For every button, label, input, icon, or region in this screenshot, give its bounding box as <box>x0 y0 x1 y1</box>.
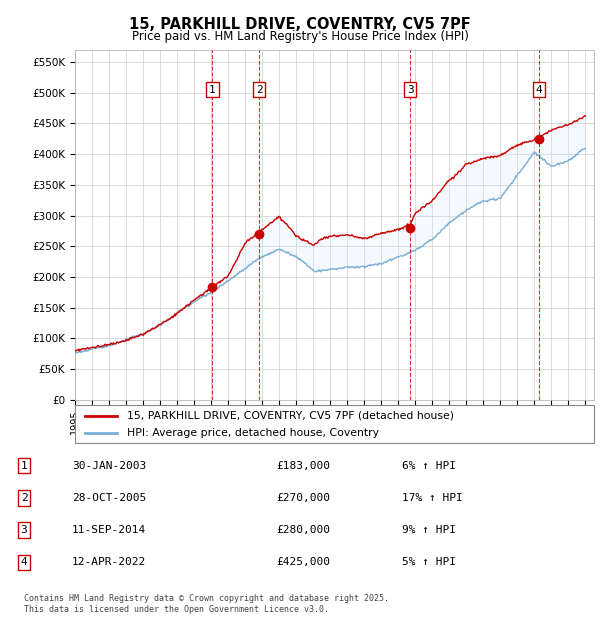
Text: 30-JAN-2003: 30-JAN-2003 <box>72 461 146 471</box>
Text: £270,000: £270,000 <box>276 493 330 503</box>
Text: 2: 2 <box>256 84 263 94</box>
Text: Contains HM Land Registry data © Crown copyright and database right 2025.
This d: Contains HM Land Registry data © Crown c… <box>24 595 389 614</box>
Text: £183,000: £183,000 <box>276 461 330 471</box>
Text: 3: 3 <box>20 525 28 535</box>
Text: 2: 2 <box>20 493 28 503</box>
Text: 6% ↑ HPI: 6% ↑ HPI <box>402 461 456 471</box>
Text: 11-SEP-2014: 11-SEP-2014 <box>72 525 146 535</box>
Text: 1: 1 <box>209 84 216 94</box>
Text: HPI: Average price, detached house, Coventry: HPI: Average price, detached house, Cove… <box>127 428 379 438</box>
FancyBboxPatch shape <box>75 405 594 443</box>
Text: 9% ↑ HPI: 9% ↑ HPI <box>402 525 456 535</box>
Text: 12-APR-2022: 12-APR-2022 <box>72 557 146 567</box>
Text: 15, PARKHILL DRIVE, COVENTRY, CV5 7PF (detached house): 15, PARKHILL DRIVE, COVENTRY, CV5 7PF (d… <box>127 410 454 420</box>
Text: 5% ↑ HPI: 5% ↑ HPI <box>402 557 456 567</box>
Text: £425,000: £425,000 <box>276 557 330 567</box>
Text: 1: 1 <box>20 461 28 471</box>
Text: 17% ↑ HPI: 17% ↑ HPI <box>402 493 463 503</box>
Text: 4: 4 <box>536 84 542 94</box>
Text: 3: 3 <box>407 84 413 94</box>
Text: Price paid vs. HM Land Registry's House Price Index (HPI): Price paid vs. HM Land Registry's House … <box>131 30 469 43</box>
Text: 28-OCT-2005: 28-OCT-2005 <box>72 493 146 503</box>
Text: £280,000: £280,000 <box>276 525 330 535</box>
Text: 15, PARKHILL DRIVE, COVENTRY, CV5 7PF: 15, PARKHILL DRIVE, COVENTRY, CV5 7PF <box>129 17 471 32</box>
Text: 4: 4 <box>20 557 28 567</box>
